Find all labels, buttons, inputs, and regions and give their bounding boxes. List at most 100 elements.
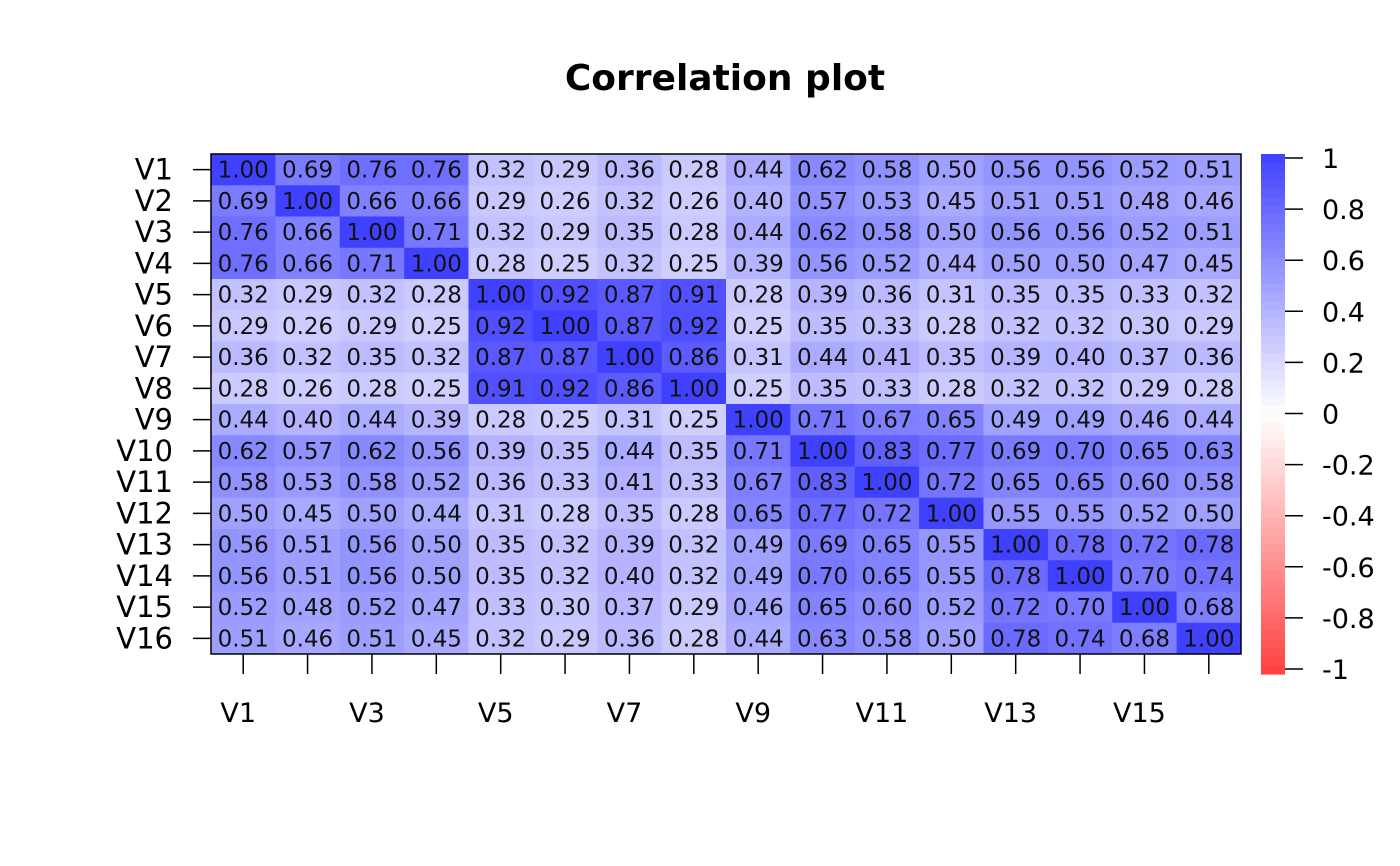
cell-value: 0.32 (990, 376, 1041, 402)
heatmap-cell (532, 435, 598, 467)
heatmap-cell (339, 591, 405, 624)
heatmap-cell (211, 216, 276, 249)
cell-value: 0.39 (411, 408, 462, 434)
color-legend-label: 0.6 (1322, 246, 1365, 277)
cell-value: 0.28 (539, 501, 590, 527)
heatmap-cells: 1.00 0.69 0.76 0.76 0.32 0.29 0.36 0.28 0.44 0.62… (211, 154, 1242, 655)
heatmap-cell (1047, 435, 1113, 467)
heatmap-cell (790, 622, 856, 655)
cell-value: 0.39 (797, 283, 848, 309)
color-legend-swatch (1261, 405, 1285, 415)
heatmap-cell (597, 497, 663, 530)
heatmap-cell (468, 216, 534, 249)
heatmap-cell (597, 435, 663, 467)
column-label: V15 (1113, 698, 1166, 729)
cell-value: 0.65 (797, 595, 848, 621)
heatmap-cell (468, 622, 534, 655)
cell-value: 1.00 (1183, 626, 1234, 652)
cell-value: 0.56 (411, 439, 462, 465)
cell-value: 0.87 (604, 283, 655, 309)
heatmap-cell (404, 216, 469, 249)
heatmap-cell (275, 404, 341, 436)
color-legend-swatch (1261, 526, 1285, 536)
heatmap-cell (597, 404, 663, 436)
heatmap-cell (790, 341, 856, 374)
cell-value: 0.32 (668, 533, 719, 559)
cell-value: 0.91 (668, 283, 719, 309)
heatmap-cell (597, 310, 663, 342)
cell-value: 0.52 (346, 595, 397, 621)
heatmap-cell (1047, 154, 1113, 186)
color-legend-swatch (1261, 232, 1285, 242)
color-legend-swatch (1261, 214, 1285, 224)
cell-value: 0.55 (926, 533, 977, 559)
heatmap-cell (211, 622, 276, 655)
heatmap-cell (661, 310, 727, 342)
cell-value: 0.28 (668, 501, 719, 527)
cell-value: 0.71 (411, 220, 462, 246)
cell-value: 0.41 (861, 345, 912, 371)
cell-value: 1.00 (668, 376, 719, 402)
cell-value: 0.74 (1054, 626, 1105, 652)
heatmap-cell (919, 435, 984, 467)
cell-value: 0.51 (1054, 189, 1105, 215)
heatmap-cell (1112, 622, 1178, 655)
heatmap-cell (1176, 279, 1242, 311)
row-label: V10 (116, 434, 173, 468)
heatmap-cell (339, 247, 405, 280)
cell-value: 0.32 (475, 220, 526, 246)
heatmap-cell (983, 560, 1049, 592)
cell-value: 0.60 (861, 595, 912, 621)
cell-value: 0.33 (861, 376, 912, 402)
cell-value: 1.00 (282, 189, 333, 215)
heatmap-cell (1112, 404, 1178, 436)
color-legend-swatch (1261, 613, 1285, 623)
heatmap-cell (339, 529, 405, 561)
cell-value: 1.00 (1054, 564, 1105, 590)
row-label: V5 (135, 278, 173, 312)
heatmap-cell (532, 591, 598, 624)
heatmap-cell (790, 466, 856, 499)
cell-value: 0.26 (539, 189, 590, 215)
cell-value: 0.92 (475, 314, 526, 340)
heatmap-cell (919, 341, 984, 374)
cell-value: 0.39 (475, 439, 526, 465)
heatmap-cell (404, 279, 469, 311)
row-label: V2 (135, 184, 173, 218)
cell-value: 0.32 (539, 533, 590, 559)
heatmap-cell (854, 622, 920, 655)
cell-value: 0.62 (797, 220, 848, 246)
heatmap-cell (339, 154, 405, 186)
color-legend-swatch (1261, 587, 1285, 597)
heatmap-cell (404, 372, 469, 405)
row-label: V8 (135, 371, 173, 405)
heatmap-cell (468, 466, 534, 499)
heatmap-cell (275, 154, 341, 186)
heatmap-cell (532, 279, 598, 311)
heatmap-cell (1112, 529, 1178, 561)
cell-value: 0.51 (990, 189, 1041, 215)
heatmap-cell (404, 154, 469, 186)
color-legend-swatch (1261, 223, 1285, 233)
color-legend-swatch (1261, 154, 1285, 164)
cell-value: 0.65 (1119, 439, 1170, 465)
heatmap-cell (790, 310, 856, 342)
heatmap-cell (983, 154, 1049, 186)
cell-value: 0.63 (1183, 439, 1234, 465)
heatmap-cell (1112, 435, 1178, 467)
heatmap-cell (661, 466, 727, 499)
heatmap-cell (983, 279, 1049, 311)
heatmap-cell (661, 341, 727, 374)
color-legend-swatch (1261, 336, 1285, 346)
cell-value: 0.39 (604, 533, 655, 559)
cell-value: 0.51 (218, 626, 269, 652)
color-legend-label: -0.4 (1322, 502, 1375, 533)
cell-value: 0.56 (1054, 158, 1105, 184)
cell-value: 0.62 (218, 439, 269, 465)
heatmap-cell (983, 435, 1049, 467)
heatmap-cell (726, 435, 791, 467)
cell-value: 0.50 (411, 564, 462, 590)
chart-title: Correlation plot (565, 58, 885, 99)
cell-value: 0.52 (411, 470, 462, 496)
